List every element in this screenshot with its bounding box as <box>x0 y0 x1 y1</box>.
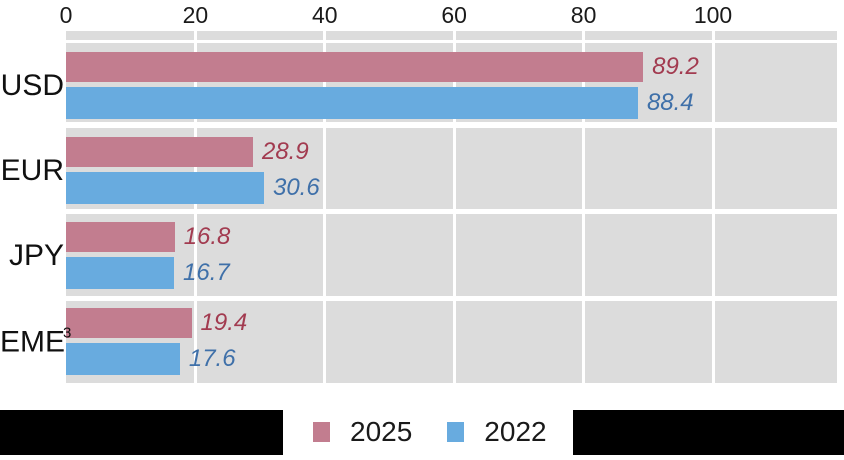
legend-entry-2025: 2025 <box>313 416 412 448</box>
vertical-gridline-20 <box>193 31 197 383</box>
bar-2025-jpy <box>66 222 175 252</box>
x-axis-tick-0: 0 <box>59 2 73 28</box>
legend: 2025 2022 <box>313 412 547 452</box>
x-axis-tick-60: 60 <box>441 2 467 28</box>
category-footnote-marker: 3 <box>63 324 72 341</box>
category-label-text: EUR <box>0 153 64 187</box>
vertical-gridline-80 <box>582 31 586 383</box>
value-label-2025-usd: 89.2 <box>652 53 699 80</box>
bar-2025-usd <box>66 52 644 82</box>
bar-2022-usd <box>66 87 638 119</box>
x-axis-tick-20: 20 <box>182 2 209 28</box>
value-label-2025-jpy: 16.8 <box>183 223 231 250</box>
legend-label-2022: 2022 <box>484 416 547 447</box>
horizontal-gridline-1 <box>66 122 837 128</box>
redaction-bar-right <box>573 410 844 455</box>
legend-swatch-2022 <box>447 422 465 442</box>
value-label-2022-usd: 88.4 <box>646 89 694 116</box>
horizontal-gridline-0 <box>66 40 837 43</box>
value-label-2025-eme: 19.4 <box>200 309 248 336</box>
value-label-2022-jpy: 16.7 <box>183 259 230 286</box>
plot-area: 89.2 88.4 28.9 30.6 16.8 16.7 19.4 17.6 <box>66 31 837 383</box>
bar-2025-eur <box>66 137 253 167</box>
x-axis-tick-80: 80 <box>570 2 597 28</box>
legend-label-2025: 2025 <box>350 416 413 447</box>
category-label-jpy: JPY <box>0 239 64 273</box>
bar-2022-eur <box>66 172 264 204</box>
category-label-eur: EUR <box>0 154 64 188</box>
category-label-text: JPY <box>8 238 64 272</box>
value-label-2022-eur: 30.6 <box>272 174 320 201</box>
vertical-gridline-40 <box>323 31 327 383</box>
category-label-eme: EME3 <box>0 324 71 359</box>
vertical-gridline-60 <box>452 31 456 383</box>
bar-2025-eme <box>66 308 192 338</box>
legend-entry-2022: 2022 <box>447 416 547 448</box>
x-axis-tick-100: 100 <box>693 2 733 28</box>
category-label-usd: USD <box>0 69 64 103</box>
redaction-bar-left <box>0 410 283 455</box>
horizontal-gridline-2 <box>66 209 837 214</box>
value-label-2025-eur: 28.9 <box>261 138 309 165</box>
horizontal-gridline-3 <box>66 296 837 301</box>
bar-2022-jpy <box>66 257 175 289</box>
value-label-2022-eme: 17.6 <box>188 345 236 372</box>
category-label-text: EME <box>0 325 66 358</box>
x-axis-tick-40: 40 <box>312 2 338 28</box>
legend-swatch-2025 <box>313 422 330 442</box>
vertical-gridline-100 <box>711 31 715 383</box>
bar-2022-eme <box>66 343 180 375</box>
category-label-text: USD <box>0 68 64 102</box>
